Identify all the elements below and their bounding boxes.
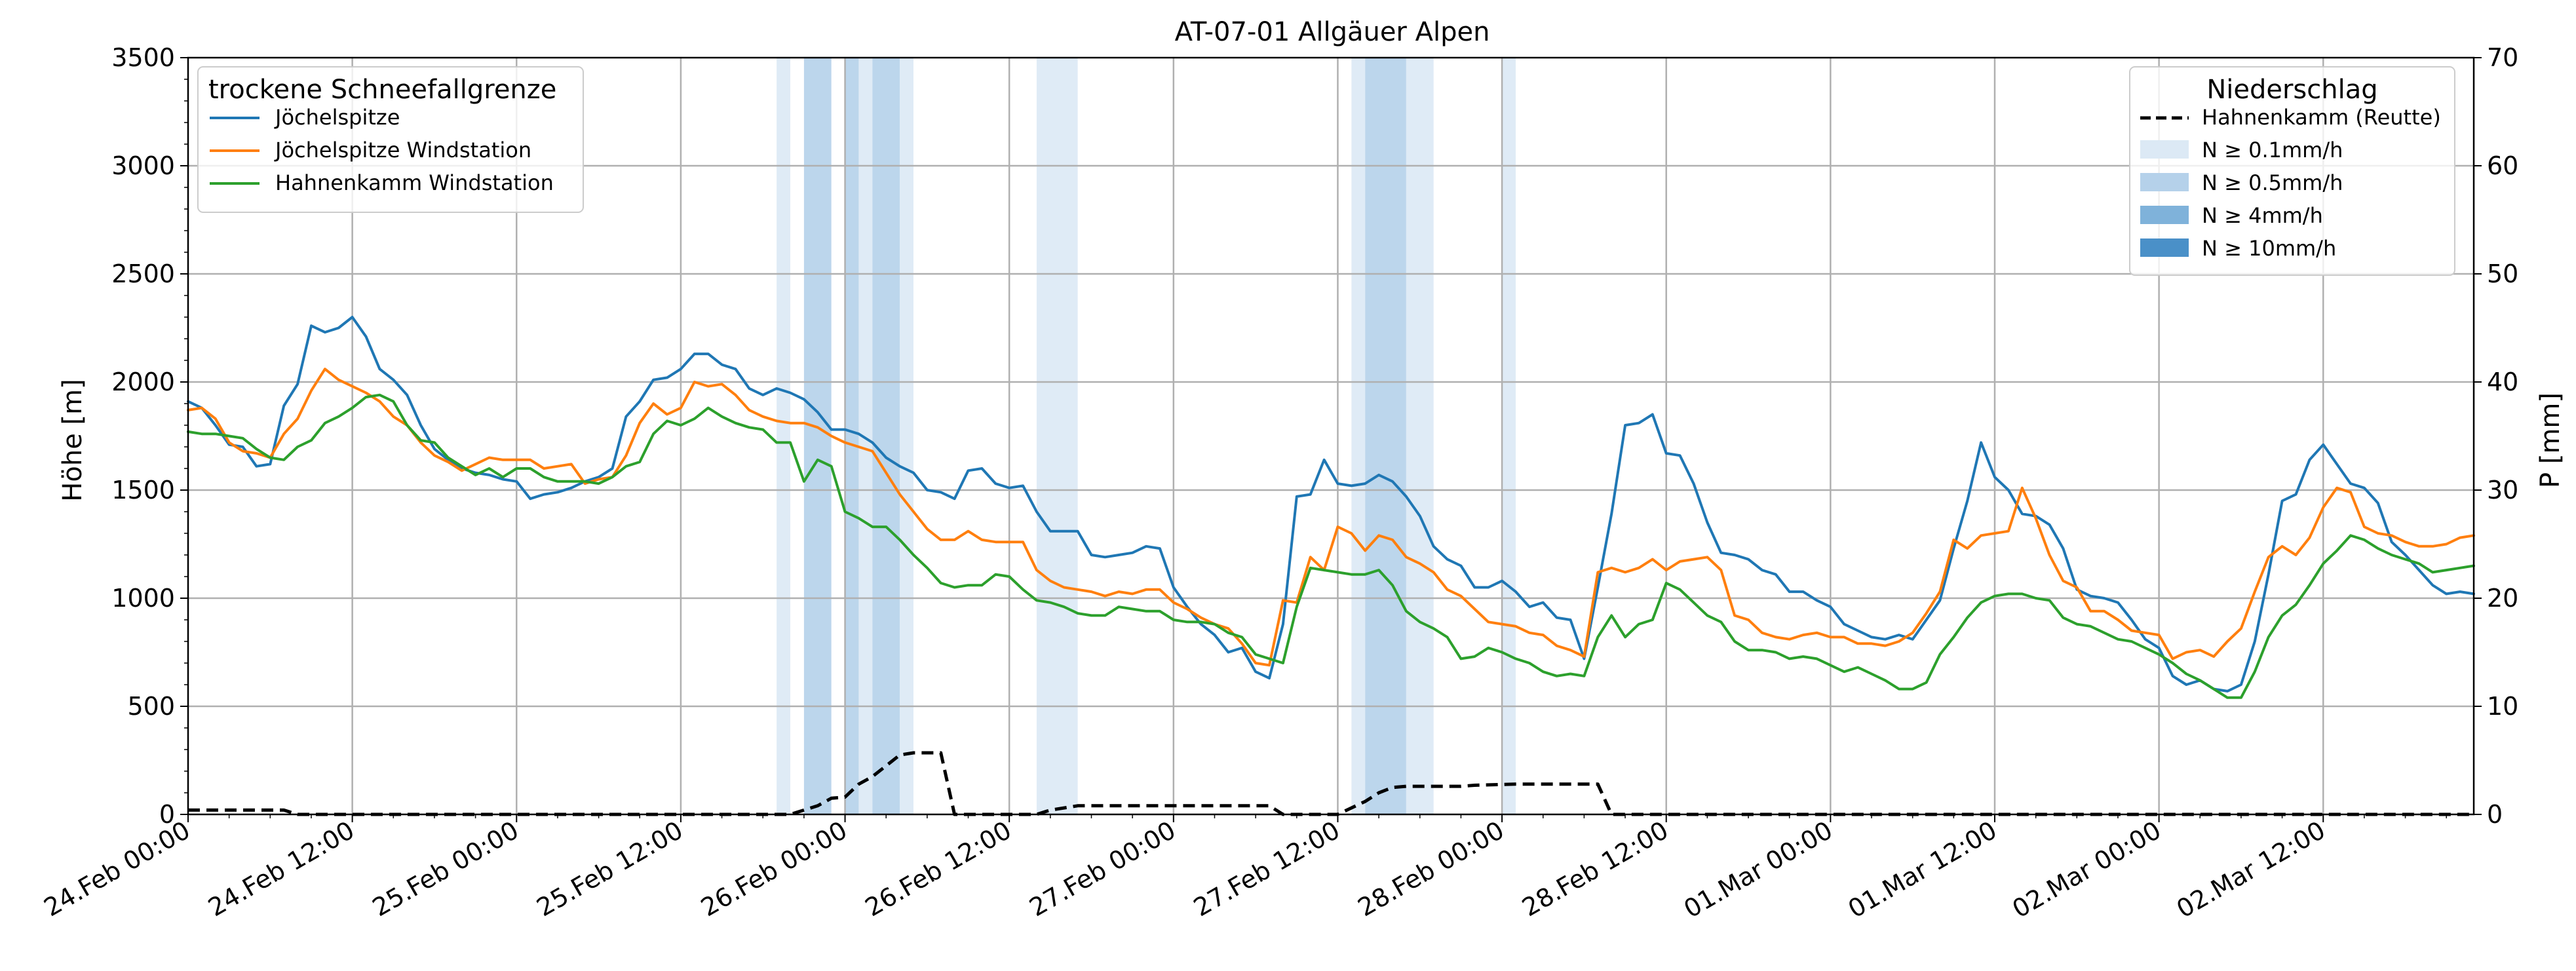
y-tick-label-1: 500 xyxy=(127,692,175,721)
y2-tick-label-1: 10 xyxy=(2487,692,2518,721)
legend-precip-label-0: Hahnenkamm (Reutte) xyxy=(2202,105,2441,130)
legend-precip-label-2: N ≥ 0.5mm/h xyxy=(2202,170,2343,195)
legend-precip-label-3: N ≥ 4mm/h xyxy=(2202,203,2323,228)
y2-tick-label-7: 70 xyxy=(2487,43,2518,72)
y-tick-label-4: 2000 xyxy=(111,368,175,396)
grid-lines xyxy=(188,58,2474,814)
legend-series-label-2: Hahnenkamm Windstation xyxy=(275,170,554,195)
legend-series: trockene Schneefallgrenze JöchelspitzeJö… xyxy=(197,66,584,213)
series-lines xyxy=(187,316,2475,816)
precip-band-1 xyxy=(803,58,832,814)
y2-tick-label-2: 20 xyxy=(2487,584,2518,613)
legend-series-label-0: Jöchelspitze xyxy=(274,105,400,130)
precip-band-6 xyxy=(1036,58,1078,814)
legend-precip-swatch-2 xyxy=(2140,173,2189,191)
legend-precip-swatch-3 xyxy=(2140,206,2189,224)
plot-frame xyxy=(187,56,2475,816)
series-line-2 xyxy=(187,393,2475,699)
precip-bands xyxy=(777,58,1516,814)
precip-band-4 xyxy=(872,58,900,814)
legend-series-label-1: Jöchelspitze Windstation xyxy=(274,138,531,162)
legend-series-entries: Jöchelspitze Jöchelspitze Windstation Hahn… xyxy=(210,105,554,195)
precip-band-2 xyxy=(845,58,859,814)
y-tick-label-3: 1500 xyxy=(111,476,175,505)
series-line-3 xyxy=(188,751,2474,816)
legend-series-frame xyxy=(197,66,584,213)
y2-tick-label-5: 50 xyxy=(2487,259,2518,288)
legend-precip-swatch-4 xyxy=(2140,238,2189,257)
legend-precip-entries: Hahnenkamm (Reutte) N ≥ 0.1mm/h N ≥ 0.5mm/… xyxy=(2140,105,2441,261)
precip-band-7 xyxy=(1351,58,1366,814)
precip-band-8 xyxy=(1365,58,1406,814)
y-tick-label-0: 0 xyxy=(159,800,175,829)
legend-precip: Niederschlag Hahnenkamm (Reutte) N ≥ 0.1m… xyxy=(2129,66,2455,276)
y2-tick-label-0: 0 xyxy=(2487,800,2503,829)
precip-band-10 xyxy=(1502,58,1516,814)
legend-precip-swatch-1 xyxy=(2140,140,2189,159)
y2-tick-label-6: 60 xyxy=(2487,151,2518,180)
y2-axis-title: P [mm] xyxy=(2535,392,2566,488)
axes xyxy=(180,56,2482,822)
y-tick-label-6: 3000 xyxy=(111,151,175,180)
precip-band-3 xyxy=(858,58,873,814)
legend-precip-frame xyxy=(2129,66,2455,276)
legend-series-title: trockene Schneefallgrenze xyxy=(208,75,556,105)
series-line-1 xyxy=(187,368,2475,667)
y-axis-title: Höhe [m] xyxy=(58,379,88,501)
y-tick-label-5: 2500 xyxy=(111,259,175,288)
series-line-0 xyxy=(187,316,2475,693)
precip-band-5 xyxy=(900,58,913,814)
precip-band-9 xyxy=(1406,58,1434,814)
y-tick-label-2: 1000 xyxy=(111,584,175,613)
legend-precip-label-1: N ≥ 0.1mm/h xyxy=(2202,138,2343,162)
chart-title: AT-07-01 Allgäuer Alpen xyxy=(1175,17,1490,47)
legend-precip-title: Niederschlag xyxy=(2206,75,2377,105)
y2-tick-label-4: 40 xyxy=(2487,368,2518,396)
y-tick-label-7: 3500 xyxy=(111,43,175,72)
y2-tick-label-3: 30 xyxy=(2487,476,2518,505)
precip-band-0 xyxy=(777,58,790,814)
legend-precip-label-4: N ≥ 10mm/h xyxy=(2202,236,2336,261)
